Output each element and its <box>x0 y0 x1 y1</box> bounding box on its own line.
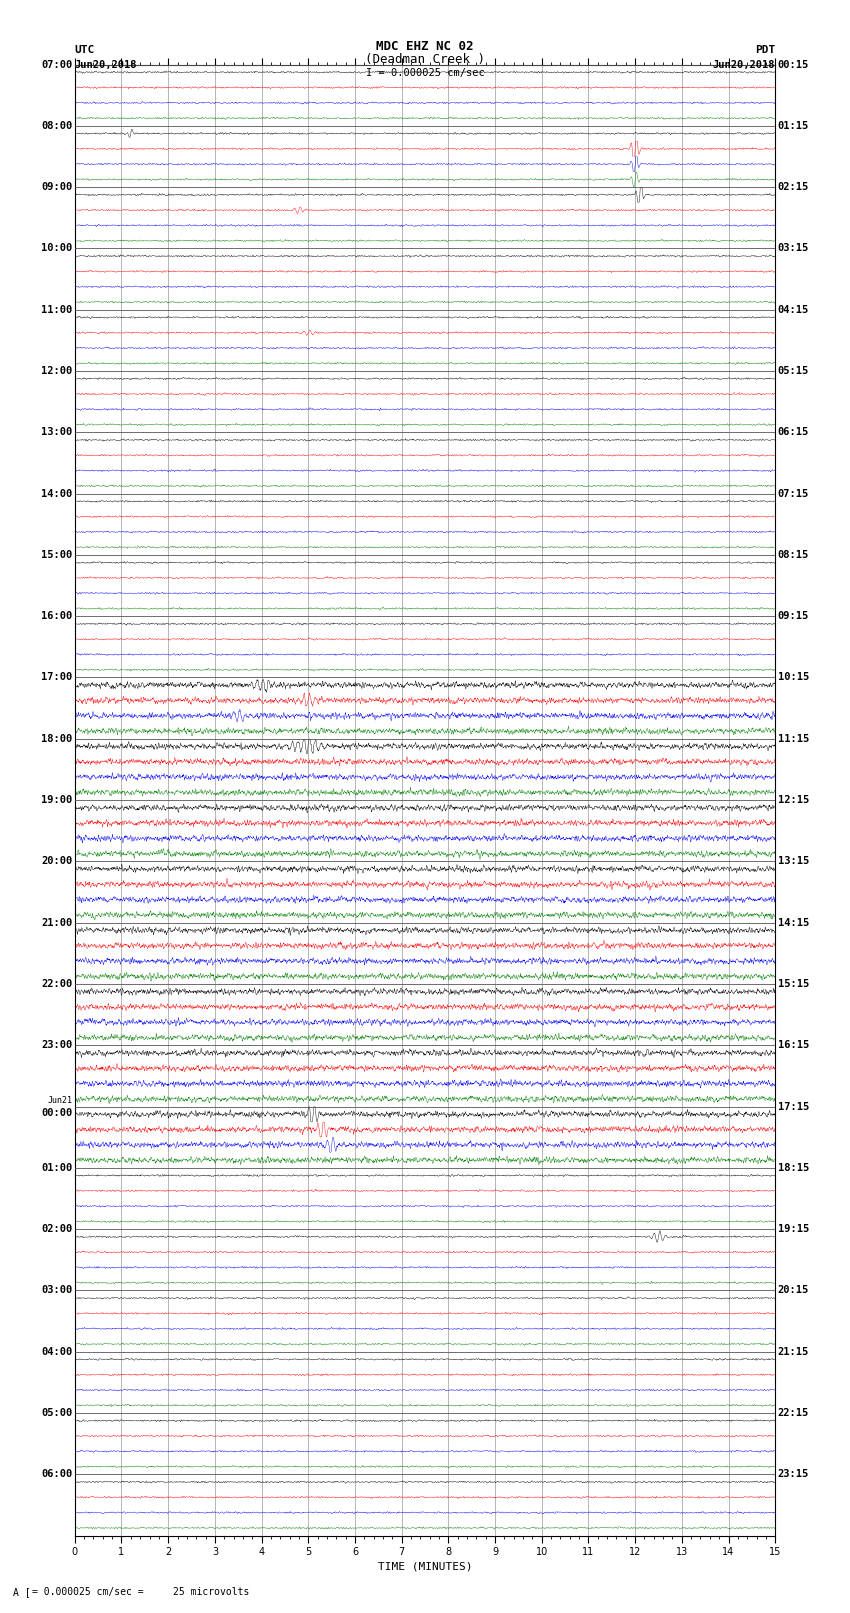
Text: 22:00: 22:00 <box>41 979 72 989</box>
Text: 23:15: 23:15 <box>778 1469 809 1479</box>
Text: 17:15: 17:15 <box>778 1102 809 1111</box>
Text: 06:15: 06:15 <box>778 427 809 437</box>
Text: 15:00: 15:00 <box>41 550 72 560</box>
Text: 19:15: 19:15 <box>778 1224 809 1234</box>
X-axis label: TIME (MINUTES): TIME (MINUTES) <box>377 1561 473 1571</box>
Text: 11:15: 11:15 <box>778 734 809 744</box>
Text: 03:00: 03:00 <box>41 1286 72 1295</box>
Text: 12:00: 12:00 <box>41 366 72 376</box>
Text: 07:00: 07:00 <box>41 60 72 69</box>
Text: (Deadman Creek ): (Deadman Creek ) <box>365 53 485 66</box>
Text: 11:00: 11:00 <box>41 305 72 315</box>
Text: 20:00: 20:00 <box>41 857 72 866</box>
Text: 23:00: 23:00 <box>41 1040 72 1050</box>
Text: A [: A [ <box>13 1587 31 1597</box>
Text: 19:00: 19:00 <box>41 795 72 805</box>
Text: 18:15: 18:15 <box>778 1163 809 1173</box>
Text: 17:00: 17:00 <box>41 673 72 682</box>
Text: 00:15: 00:15 <box>778 60 809 69</box>
Text: Jun20,2018: Jun20,2018 <box>75 60 138 69</box>
Text: 21:00: 21:00 <box>41 918 72 927</box>
Text: 05:15: 05:15 <box>778 366 809 376</box>
Text: 14:15: 14:15 <box>778 918 809 927</box>
Text: 10:15: 10:15 <box>778 673 809 682</box>
Text: 09:15: 09:15 <box>778 611 809 621</box>
Text: 16:15: 16:15 <box>778 1040 809 1050</box>
Text: 08:00: 08:00 <box>41 121 72 131</box>
Text: 13:15: 13:15 <box>778 857 809 866</box>
Text: 22:15: 22:15 <box>778 1408 809 1418</box>
Text: = 0.000025 cm/sec =     25 microvolts: = 0.000025 cm/sec = 25 microvolts <box>32 1587 250 1597</box>
Text: 03:15: 03:15 <box>778 244 809 253</box>
Text: 14:00: 14:00 <box>41 489 72 498</box>
Text: 10:00: 10:00 <box>41 244 72 253</box>
Text: 20:15: 20:15 <box>778 1286 809 1295</box>
Text: 06:00: 06:00 <box>41 1469 72 1479</box>
Text: 08:15: 08:15 <box>778 550 809 560</box>
Text: Jun20,2018: Jun20,2018 <box>712 60 775 69</box>
Text: 09:00: 09:00 <box>41 182 72 192</box>
Text: 01:00: 01:00 <box>41 1163 72 1173</box>
Text: 01:15: 01:15 <box>778 121 809 131</box>
Text: 02:15: 02:15 <box>778 182 809 192</box>
Text: 15:15: 15:15 <box>778 979 809 989</box>
Text: 04:00: 04:00 <box>41 1347 72 1357</box>
Text: 05:00: 05:00 <box>41 1408 72 1418</box>
Text: 04:15: 04:15 <box>778 305 809 315</box>
Text: Jun21: Jun21 <box>48 1095 72 1105</box>
Text: I = 0.000025 cm/sec: I = 0.000025 cm/sec <box>366 68 484 77</box>
Text: UTC: UTC <box>75 45 95 55</box>
Text: 21:15: 21:15 <box>778 1347 809 1357</box>
Text: 02:00: 02:00 <box>41 1224 72 1234</box>
Text: 12:15: 12:15 <box>778 795 809 805</box>
Text: MDC EHZ NC 02: MDC EHZ NC 02 <box>377 40 473 53</box>
Text: 18:00: 18:00 <box>41 734 72 744</box>
Text: 07:15: 07:15 <box>778 489 809 498</box>
Text: 16:00: 16:00 <box>41 611 72 621</box>
Text: PDT: PDT <box>755 45 775 55</box>
Text: 00:00: 00:00 <box>41 1108 72 1118</box>
Text: 13:00: 13:00 <box>41 427 72 437</box>
